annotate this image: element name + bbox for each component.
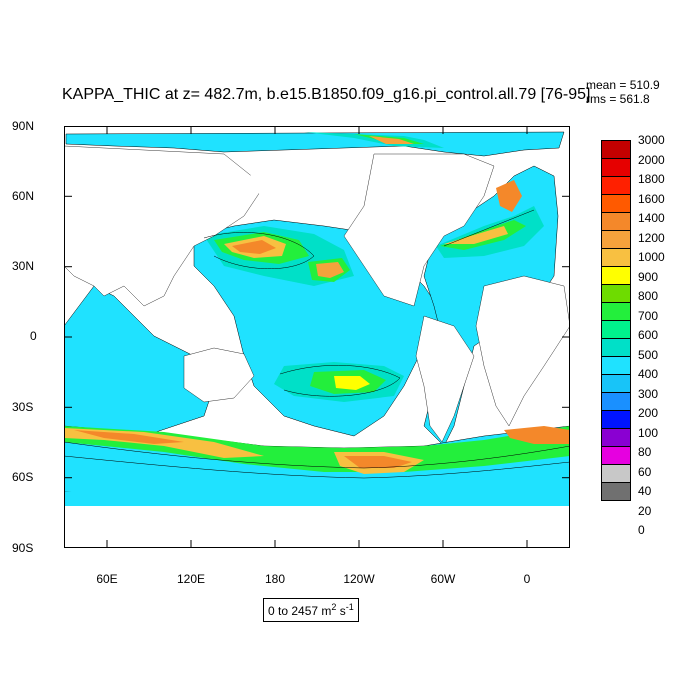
y-label-90s: 90S bbox=[12, 541, 34, 555]
colorbar-label: 80 bbox=[638, 445, 652, 459]
colorbar-label: 400 bbox=[638, 367, 659, 381]
rms-stat: rms = 561.8 bbox=[586, 92, 650, 106]
colorbar-label: 800 bbox=[638, 289, 659, 303]
colorbar-box bbox=[601, 321, 631, 339]
plot-title: KAPPA_THIC at z= 482.7m, b.e15.B1850.f09… bbox=[62, 86, 591, 103]
range-label: 0 to 2457 m2 s-1 bbox=[263, 598, 359, 622]
contour-lines bbox=[64, 209, 570, 479]
y-label-30n: 30N bbox=[12, 259, 35, 273]
colorbar-box bbox=[601, 177, 631, 195]
colorbar-box bbox=[601, 339, 631, 357]
colorbar-box bbox=[601, 285, 631, 303]
x-label-60e: 60E bbox=[96, 572, 118, 586]
colorbar-label: 1400 bbox=[638, 211, 665, 225]
mean-stat: mean = 510.9 bbox=[586, 78, 660, 92]
range-unit: s bbox=[336, 604, 346, 618]
colorbar-label: 300 bbox=[638, 386, 659, 401]
colorbar bbox=[601, 140, 631, 501]
colorbar-box bbox=[601, 195, 631, 213]
colorbar-label: 3000 bbox=[638, 133, 665, 147]
colorbar-label: 20 bbox=[638, 503, 652, 518]
y-label-30s: 30S bbox=[12, 400, 34, 414]
colorbar-box bbox=[601, 231, 631, 249]
colorbar-box bbox=[601, 303, 631, 321]
colorbar-label: 1200 bbox=[638, 230, 665, 245]
range-text: 0 to 2457 m bbox=[268, 604, 332, 618]
colorbar-box bbox=[601, 393, 631, 411]
colorbar-label: 900 bbox=[638, 269, 659, 284]
x-label-60w: 60W bbox=[430, 572, 456, 586]
colorbar-label: 1600 bbox=[638, 191, 665, 206]
colorbar-label: 1800 bbox=[638, 172, 665, 186]
colorbar-box bbox=[601, 375, 631, 393]
colorbar-box bbox=[601, 429, 631, 447]
stats-block: mean = 510.9 rms = 561.8 bbox=[586, 78, 660, 106]
colorbar-label: 500 bbox=[638, 347, 659, 362]
colorbar-box bbox=[601, 249, 631, 267]
map-panel bbox=[64, 126, 570, 548]
x-label-180: 180 bbox=[264, 572, 286, 586]
colorbar-label: 700 bbox=[638, 308, 659, 323]
y-label-0: 0 bbox=[30, 329, 37, 343]
colorbar-label: 0 bbox=[638, 523, 645, 537]
colorbar-box bbox=[601, 140, 631, 159]
colorbar-box bbox=[601, 447, 631, 465]
y-label-60n: 60N bbox=[12, 189, 35, 203]
colorbar-label: 1000 bbox=[638, 250, 665, 264]
land-masses bbox=[64, 145, 570, 548]
colorbar-box bbox=[601, 213, 631, 231]
range-sup: 2 bbox=[331, 602, 337, 612]
colorbar-label: 60 bbox=[638, 464, 652, 479]
y-label-90n: 90N bbox=[12, 119, 35, 133]
colorbar-label: 2000 bbox=[638, 152, 665, 167]
colorbar-label: 600 bbox=[638, 328, 659, 342]
colorbar-box bbox=[601, 465, 631, 483]
colorbar-box bbox=[601, 357, 631, 375]
x-label-120e: 120E bbox=[176, 572, 206, 586]
y-label-60s: 60S bbox=[12, 470, 34, 484]
range-sup2: -1 bbox=[345, 602, 354, 612]
colorbar-box bbox=[601, 267, 631, 285]
colorbar-box bbox=[601, 159, 631, 177]
colorbar-label: 200 bbox=[638, 406, 659, 420]
ocean-map bbox=[64, 126, 570, 548]
colorbar-box bbox=[601, 411, 631, 429]
x-label-120w: 120W bbox=[343, 572, 375, 586]
map-ticks bbox=[64, 126, 570, 548]
colorbar-label: 100 bbox=[638, 425, 659, 440]
colorbar-label: 40 bbox=[638, 484, 652, 498]
colorbar-box bbox=[601, 483, 631, 501]
x-label-0: 0 bbox=[523, 572, 531, 586]
